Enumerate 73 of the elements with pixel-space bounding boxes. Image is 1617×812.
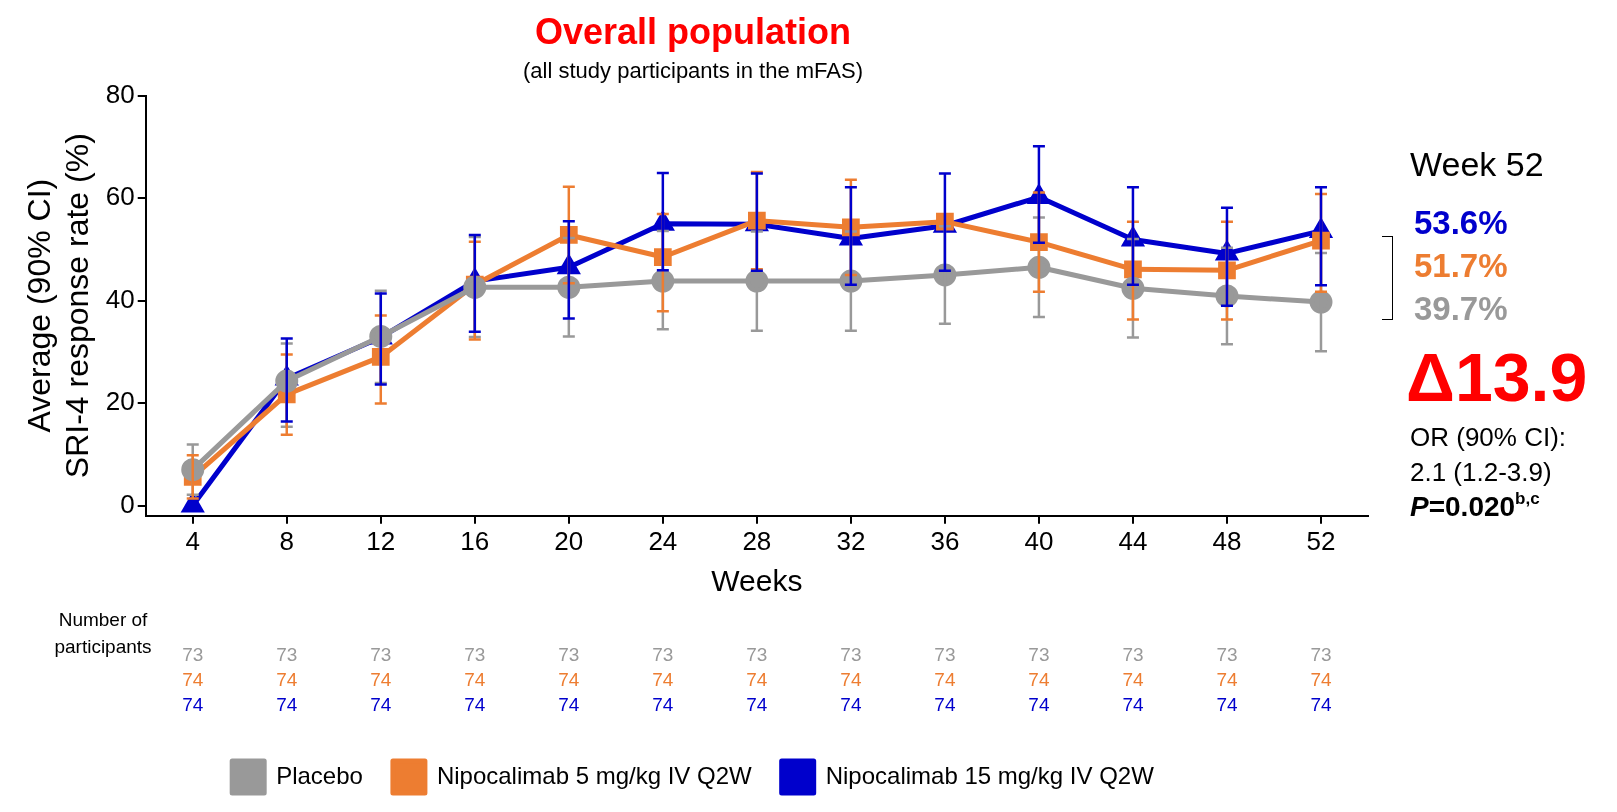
y-tick-label: 60 [105, 181, 135, 212]
text: 74 [840, 668, 862, 690]
text: 74 [652, 693, 674, 715]
text: 39.7% [1414, 289, 1508, 327]
x-tick-label: 12 [366, 525, 396, 556]
text: 73 [464, 643, 486, 665]
y-tick-label: 20 [105, 386, 135, 417]
text: 74 [1028, 668, 1050, 690]
x-tick-label: 28 [742, 525, 772, 556]
x-tick-label: 52 [1306, 525, 1336, 556]
x-tick-label: 24 [648, 525, 678, 556]
text: 73 [1122, 643, 1144, 665]
text: 74 [1310, 693, 1332, 715]
text: 53.6% [1414, 203, 1508, 241]
x-tick-label: 48 [1212, 525, 1242, 556]
text: 74 [652, 668, 674, 690]
text: 73 [746, 643, 768, 665]
text: 73 [1310, 643, 1332, 665]
point [652, 212, 674, 231]
x-tick-label: 4 [185, 525, 200, 556]
text: 74 [370, 668, 392, 690]
text: Number of participants [54, 608, 152, 657]
text: 74 [370, 693, 392, 715]
text: 74 [934, 668, 956, 690]
x-axis-title: Weeks [711, 564, 803, 598]
text: 74 [1122, 668, 1144, 690]
text: 51.7% [1414, 246, 1508, 284]
text: 74 [934, 693, 956, 715]
x-tick-label: 44 [1118, 525, 1148, 556]
text: 73 [1028, 643, 1050, 665]
x-tick-label: 32 [836, 525, 866, 556]
text: Δ13.9 [1406, 338, 1588, 415]
text: 74 [558, 693, 580, 715]
x-tick-label: 8 [279, 525, 294, 556]
text: 73 [276, 643, 298, 665]
text: 73 [934, 643, 956, 665]
text: 73 [370, 643, 392, 665]
chart-title: Overall population [534, 10, 852, 52]
legend-label: Nipocalimab 5 mg/kg IV Q2W [436, 761, 753, 789]
text: 74 [276, 668, 298, 690]
text: Week 52 [1410, 144, 1544, 183]
text: 73 [840, 643, 862, 665]
text: 74 [1028, 693, 1050, 715]
text: 74 [182, 668, 204, 690]
text: 73 [1216, 643, 1238, 665]
y-tick-label: 0 [120, 488, 135, 519]
text: 74 [1310, 668, 1332, 690]
x-tick-label: 16 [460, 525, 490, 556]
x-tick-label: 20 [554, 525, 584, 556]
y-tick-label: 40 [105, 283, 135, 314]
text: 74 [1122, 693, 1144, 715]
text: 74 [182, 693, 204, 715]
chart-subtitle: (all study participants in the mFAS) [523, 58, 863, 84]
text: 73 [182, 643, 204, 665]
y-axis-title: Average (90% CI) SRI-4 response rate (%) [21, 133, 96, 479]
text: 74 [840, 693, 862, 715]
y-tick-label: 80 [105, 78, 135, 109]
text: 74 [464, 668, 486, 690]
text: 74 [1216, 668, 1238, 690]
text: 74 [276, 693, 298, 715]
text: 73 [652, 643, 674, 665]
legend-label: Nipocalimab 15 mg/kg IV Q2W [825, 761, 1155, 789]
text: 74 [746, 693, 768, 715]
text: 2.1 (1.2-3.9) [1410, 456, 1552, 487]
text: 74 [1216, 693, 1238, 715]
text: 74 [746, 668, 768, 690]
text: 74 [464, 693, 486, 715]
legend-label: Placebo [276, 761, 363, 789]
text: 73 [558, 643, 580, 665]
text: OR (90% CI): [1410, 421, 1567, 452]
x-tick-label: 36 [930, 525, 960, 556]
text: 74 [558, 668, 580, 690]
x-tick-label: 40 [1024, 525, 1054, 556]
